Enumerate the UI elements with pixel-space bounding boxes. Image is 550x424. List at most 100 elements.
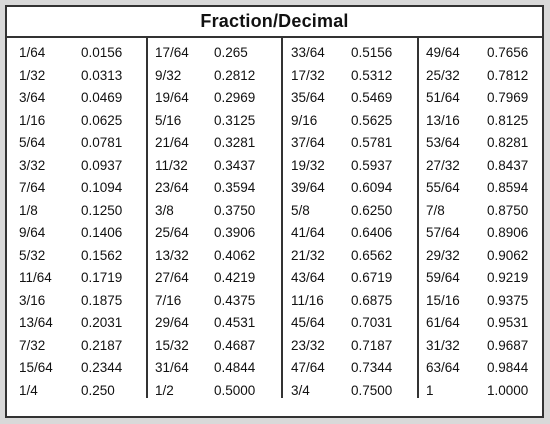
fraction-cell: 25/64 — [155, 225, 189, 240]
decimal-cell: 0.6875 — [351, 292, 393, 308]
decimal-cell: 0.8437 — [487, 157, 529, 173]
decimal-cell: 0.1406 — [81, 225, 123, 240]
table-row: 3/64 0.0469 — [19, 88, 144, 108]
fraction-cell: 15/64 — [19, 360, 53, 375]
fraction-cell: 29/64 — [155, 315, 189, 330]
decimal-cell: 0.6406 — [351, 225, 393, 240]
fraction-cell: 13/32 — [155, 247, 189, 263]
decimal-cell: 0.3437 — [214, 157, 256, 173]
decimal-cell: 0.2969 — [214, 90, 256, 105]
fraction-cell: 43/64 — [291, 270, 325, 285]
decimal-cell: 0.265 — [214, 45, 248, 60]
title-bar: Fraction/Decimal — [7, 7, 542, 38]
decimal-cell: 0.2812 — [214, 67, 256, 83]
table-row: 1/32 0.0313 — [19, 66, 144, 86]
fraction-cell: 39/64 — [291, 180, 325, 195]
fraction-cell: 51/64 — [426, 90, 460, 105]
table-row: 1/2 0.5000 — [155, 381, 280, 401]
decimal-cell: 0.1562 — [81, 247, 123, 263]
decimal-cell: 0.0781 — [81, 135, 123, 150]
decimal-cell: 0.3750 — [214, 202, 256, 218]
table-row: 13/16 0.8125 — [426, 111, 550, 131]
table-row: 5/16 0.3125 — [155, 111, 280, 131]
decimal-cell: 0.6562 — [351, 247, 393, 263]
decimal-cell: 0.8906 — [487, 225, 529, 240]
conversion-table: Fraction/Decimal 1/64 0.0156 1/32 0.0313 3/6… — [5, 5, 544, 418]
column-divider — [417, 38, 419, 398]
table-row: 57/64 0.8906 — [426, 223, 550, 243]
fraction-cell: 1/32 — [19, 67, 46, 83]
table-row: 11/64 0.1719 — [19, 268, 144, 288]
table-row: 39/64 0.6094 — [291, 178, 416, 198]
table-row: 17/32 0.5312 — [291, 66, 416, 86]
fraction-cell: 23/32 — [291, 337, 325, 353]
table-row: 19/32 0.5937 — [291, 156, 416, 176]
fraction-cell: 47/64 — [291, 360, 325, 375]
table-column: 17/64 0.265 9/32 0.2812 19/64 0.2969 5/16 0.312… — [155, 38, 280, 416]
fraction-cell: 1/8 — [19, 202, 38, 218]
decimal-cell: 0.3281 — [214, 135, 256, 150]
fraction-cell: 5/8 — [291, 202, 310, 218]
fraction-cell: 1/16 — [19, 112, 46, 128]
table-row: 21/32 0.6562 — [291, 246, 416, 266]
fraction-cell: 5/32 — [19, 247, 46, 263]
column-divider — [146, 38, 148, 398]
decimal-cell: 0.250 — [81, 382, 115, 398]
decimal-cell: 0.3594 — [214, 180, 256, 195]
fraction-cell: 11/32 — [155, 157, 188, 173]
decimal-cell: 0.9844 — [487, 360, 529, 375]
decimal-cell: 0.9219 — [487, 270, 529, 285]
decimal-cell: 0.0937 — [81, 157, 123, 173]
fraction-cell: 13/64 — [19, 315, 53, 330]
fraction-cell: 35/64 — [291, 90, 325, 105]
table-row: 1/16 0.0625 — [19, 111, 144, 131]
decimal-cell: 0.1719 — [81, 270, 123, 285]
table-row: 3/16 0.1875 — [19, 291, 144, 311]
decimal-cell: 0.5156 — [351, 45, 393, 60]
table-row: 7/64 0.1094 — [19, 178, 144, 198]
table-row: 19/64 0.2969 — [155, 88, 280, 108]
table-row: 45/64 0.7031 — [291, 313, 416, 333]
table-row: 47/64 0.7344 — [291, 358, 416, 378]
table-row: 55/64 0.8594 — [426, 178, 550, 198]
table-row: 13/64 0.2031 — [19, 313, 144, 333]
fraction-cell: 31/64 — [155, 360, 189, 375]
fraction-cell: 53/64 — [426, 135, 460, 150]
table-row: 27/64 0.4219 — [155, 268, 280, 288]
fraction-cell: 41/64 — [291, 225, 325, 240]
table-row: 9/16 0.5625 — [291, 111, 416, 131]
table-row: 5/32 0.1562 — [19, 246, 144, 266]
table-row: 59/64 0.9219 — [426, 268, 550, 288]
fraction-cell: 9/16 — [291, 112, 318, 128]
table-row: 33/64 0.5156 — [291, 43, 416, 63]
fraction-cell: 57/64 — [426, 225, 460, 240]
fraction-cell: 31/32 — [426, 337, 460, 353]
fraction-cell: 19/32 — [291, 157, 325, 173]
decimal-cell: 0.7344 — [351, 360, 393, 375]
fraction-cell: 11/16 — [291, 292, 324, 308]
fraction-cell: 7/8 — [426, 202, 445, 218]
decimal-cell: 0.0156 — [81, 45, 123, 60]
fraction-cell: 27/32 — [426, 157, 460, 173]
table-row: 1/4 0.250 — [19, 381, 144, 401]
table-row: 43/64 0.6719 — [291, 268, 416, 288]
fraction-cell: 17/64 — [155, 45, 189, 60]
table-row: 23/32 0.7187 — [291, 336, 416, 356]
fraction-cell: 13/16 — [426, 112, 460, 128]
table-row: 7/16 0.4375 — [155, 291, 280, 311]
table-row: 41/64 0.6406 — [291, 223, 416, 243]
decimal-cell: 0.6719 — [351, 270, 393, 285]
fraction-cell: 23/64 — [155, 180, 189, 195]
table-row: 25/64 0.3906 — [155, 223, 280, 243]
decimal-cell: 0.7969 — [487, 90, 529, 105]
table-title: Fraction/Decimal — [200, 11, 349, 31]
decimal-cell: 0.3906 — [214, 225, 256, 240]
fraction-cell: 29/32 — [426, 247, 460, 263]
table-row: 15/16 0.9375 — [426, 291, 550, 311]
table-row: 31/64 0.4844 — [155, 358, 280, 378]
fraction-cell: 7/32 — [19, 337, 46, 353]
fraction-cell: 3/64 — [19, 90, 46, 105]
fraction-cell: 55/64 — [426, 180, 460, 195]
fraction-cell: 1/64 — [19, 45, 46, 60]
decimal-cell: 0.4531 — [214, 315, 256, 330]
